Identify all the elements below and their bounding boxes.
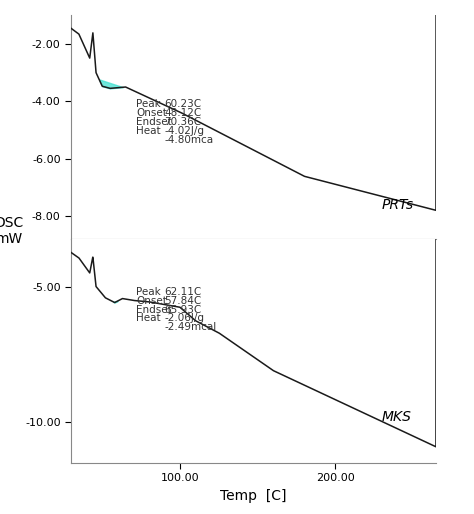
Text: PRTs: PRTs [382,197,414,212]
Text: Endset: Endset [137,305,172,315]
Text: Onset: Onset [137,108,167,118]
Text: 48.12C: 48.12C [164,108,201,118]
Text: 65.93C: 65.93C [164,305,201,315]
Text: 57.84C: 57.84C [164,296,201,306]
Text: -2.06J/g: -2.06J/g [164,314,204,323]
Text: -2.49mcal: -2.49mcal [164,322,217,332]
X-axis label: Temp  [C]: Temp [C] [220,489,287,503]
Text: MKS: MKS [382,410,411,424]
Text: Heat: Heat [137,126,161,136]
Text: -4.02J/g: -4.02J/g [164,126,204,136]
Text: Peak: Peak [137,99,161,108]
Text: Heat: Heat [137,314,161,323]
Text: Onset: Onset [137,296,167,306]
Text: 62.11C: 62.11C [164,287,201,298]
Text: 70.36C: 70.36C [164,117,201,127]
Text: Peak: Peak [137,287,161,298]
Text: DSC
mW: DSC mW [0,216,24,246]
Text: -4.80mca: -4.80mca [164,135,213,145]
Text: 60.23C: 60.23C [164,99,201,108]
Text: Endset: Endset [137,117,172,127]
